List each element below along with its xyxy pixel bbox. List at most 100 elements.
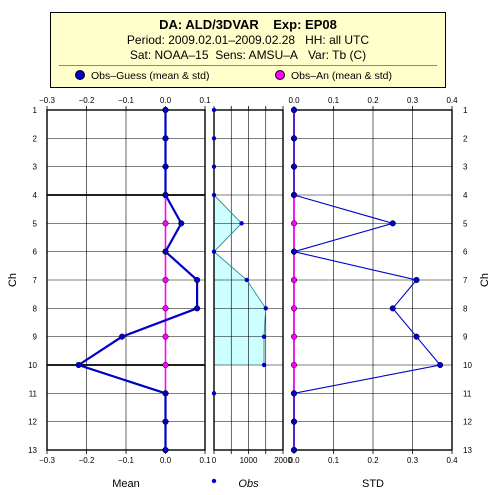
oa-point: [162, 361, 169, 369]
x-tick-label-top: 0.2: [367, 96, 379, 105]
og-point: [290, 446, 298, 454]
x-tick-label-bottom: −0.1: [118, 456, 134, 465]
og-point: [162, 163, 169, 170]
oa-marker-icon: [275, 70, 285, 80]
oa-point: [290, 361, 298, 369]
exp-title: Exp: EP08: [273, 17, 337, 32]
x-tick-label-bottom: 0.1: [199, 456, 211, 465]
obs-point: [261, 334, 267, 339]
y-tick-label-left: 12: [28, 418, 37, 427]
y-axis-title-left: Ch: [7, 273, 19, 287]
y-tick-label-left: 7: [33, 276, 38, 285]
og-point: [194, 305, 201, 312]
chart-header: DA: ALD/3DVAR Exp: EP08 Period: 2009.02.…: [50, 12, 446, 88]
og-point: [290, 418, 298, 425]
y-tick-label-right: 11: [463, 389, 472, 398]
std-axis-title: STD: [362, 478, 384, 490]
x-tick-label-top: 0.3: [407, 96, 419, 105]
y-tick-label-left: 1: [33, 106, 38, 115]
oa-point: [290, 305, 298, 312]
period-text: Period: 2009.02.01–2009.02.28: [126, 33, 296, 47]
oa-point: [290, 220, 298, 227]
og-point: [119, 333, 126, 340]
og-point: [162, 418, 169, 425]
oa-point: [162, 333, 169, 340]
obs-legend-marker-icon: [211, 478, 217, 484]
y-tick-label-left: 13: [28, 446, 37, 455]
og-point: [389, 220, 396, 227]
og-point: [75, 361, 82, 369]
header-divider: [59, 65, 437, 66]
x-tick-label-top: 0.0: [160, 96, 172, 105]
header-title-line: DA: ALD/3DVAR Exp: EP08: [51, 17, 445, 32]
obs-point: [211, 136, 217, 141]
y-tick-label-right: 1: [463, 106, 468, 115]
legend-item-og: Obs–Guess (mean & std): [75, 70, 209, 82]
x-tick-label-bottom: 1000: [240, 456, 258, 465]
og-point: [194, 276, 201, 284]
obs-point: [211, 192, 217, 198]
da-title: DA: ALD/3DVAR: [159, 17, 259, 32]
og-point: [290, 106, 298, 114]
header-sat-line: Sat: NOAA–15 Sens: AMSU–A Var: Tb (C): [51, 48, 445, 62]
og-point: [290, 248, 298, 255]
og-point: [290, 163, 298, 170]
og-point: [389, 305, 396, 312]
x-tick-label-bottom: 0.3: [407, 456, 419, 465]
legend-item-oa: Obs–An (mean & std): [275, 70, 392, 82]
oa-point: [290, 276, 298, 284]
x-tick-label-top: 0.0: [288, 96, 300, 105]
mean-axis-title: Mean: [112, 478, 140, 490]
x-tick-label-top: −0.3: [39, 96, 55, 105]
oa-point: [290, 333, 298, 340]
x-tick-label-bottom: 0.0: [160, 456, 172, 465]
obs-point: [263, 306, 268, 311]
og-point: [290, 191, 298, 199]
y-tick-label-left: 6: [33, 248, 38, 257]
x-tick-label-top: 0.1: [328, 96, 340, 105]
x-tick-label-bottom: 0.4: [446, 456, 458, 465]
og-point: [162, 446, 169, 454]
x-tick-label-bottom: −0.2: [79, 456, 95, 465]
y-tick-label-right: 4: [463, 191, 468, 200]
obs-point: [261, 362, 267, 368]
y-tick-label-right: 10: [463, 361, 472, 370]
x-tick-label-bottom: −0.3: [39, 456, 55, 465]
oa-point: [162, 220, 169, 227]
og-point: [162, 390, 169, 397]
og-point: [413, 333, 420, 340]
x-tick-label-bottom: 0.1: [328, 456, 340, 465]
var-text: Var: Tb (C): [307, 48, 367, 62]
y-tick-label-left: 9: [33, 333, 38, 342]
y-tick-label-right: 5: [463, 219, 468, 228]
legend-oa-label: Obs–An (mean & std): [291, 70, 392, 82]
og-point: [437, 361, 444, 369]
y-tick-label-left: 3: [33, 163, 38, 172]
legend-og-label: Obs–Guess (mean & std): [91, 70, 210, 82]
y-tick-label-right: 9: [463, 333, 468, 342]
y-tick-label-right: 7: [463, 276, 468, 285]
y-tick-label-right: 8: [463, 304, 468, 313]
og-point: [162, 248, 169, 255]
y-tick-label-left: 11: [29, 389, 38, 398]
x-tick-label-top: −0.2: [79, 96, 95, 105]
x-tick-label-top: 0.4: [446, 96, 458, 105]
og-point: [178, 220, 185, 227]
y-axis-title-right: Ch: [479, 273, 491, 287]
sens-text: Sens: AMSU–A: [215, 48, 298, 62]
y-tick-label-right: 13: [463, 446, 472, 455]
obs-axis-title: Obs: [238, 478, 259, 490]
y-tick-label-left: 2: [33, 134, 38, 143]
y-tick-label-right: 6: [463, 248, 468, 257]
og-point: [290, 135, 298, 142]
obs-point: [211, 107, 217, 113]
y-tick-label-left: 8: [33, 304, 38, 313]
x-tick-label-top: 0.1: [199, 96, 211, 105]
x-tick-label-bottom: 0: [212, 456, 217, 465]
obs-point: [244, 277, 249, 283]
x-tick-label-bottom: 2000: [274, 456, 292, 465]
og-point: [162, 106, 169, 114]
x-tick-label-top: −0.1: [118, 96, 134, 105]
y-tick-label-left: 4: [33, 191, 38, 200]
